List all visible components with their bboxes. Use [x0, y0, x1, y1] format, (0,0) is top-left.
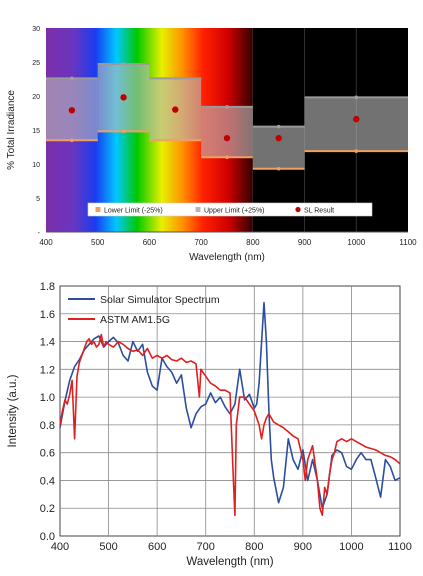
x-tick-label: 400 — [39, 238, 53, 247]
x-tick-label: 1100 — [399, 238, 417, 247]
y-tick-label: 20 — [32, 94, 40, 101]
solar-simulator-series-line — [59, 301, 401, 509]
x-tick-label: 800 — [246, 238, 260, 247]
x-tick-label: 1000 — [347, 238, 365, 247]
legend: Lower Limit (-25%) Upper Limit (+25%) SL R… — [87, 202, 373, 217]
tolerance-band — [252, 126, 305, 169]
legend-label: Lower Limit (-25%) — [104, 207, 163, 214]
x-tick-label: 900 — [294, 541, 312, 553]
sl-result-point — [120, 94, 127, 101]
x-tick-label: 1000 — [339, 541, 363, 553]
lower-limit-marker — [225, 155, 229, 159]
x-tick-label: 900 — [298, 238, 312, 247]
legend-box — [87, 202, 373, 217]
tolerance-band — [201, 106, 253, 158]
sl-result-point — [353, 115, 360, 123]
x-tick-label: 800 — [245, 541, 263, 553]
lower-limit-marker — [173, 138, 178, 142]
sl-result-point — [68, 107, 76, 114]
legend-marker — [95, 207, 101, 212]
y-tick-label: 1.6 — [40, 309, 55, 321]
y-tick-label: 1.4 — [40, 337, 55, 349]
y-axis-title: % Total Irradiance — [6, 90, 17, 170]
legend-marker — [295, 206, 301, 213]
irradiance-bar-chart: - 5 10 15 20 25 30 400 500 600 700 800 900 1000 1100 Wa… — [6, 26, 417, 263]
lower-limit-marker — [70, 138, 74, 142]
x-tick-label: 400 — [51, 541, 69, 553]
y-tick-label: 1.0 — [40, 392, 55, 404]
legend-label: SL Result — [304, 207, 334, 214]
legend-label: Solar Simulator Spectrum — [100, 294, 220, 306]
y-tick-label: 0.2 — [40, 503, 55, 515]
sl-result-point — [223, 134, 231, 142]
y-tick-label: 1.2 — [40, 364, 55, 376]
upper-limit-marker — [354, 95, 359, 100]
y-tick-label: 1.8 — [40, 281, 55, 293]
x-tick-label: 700 — [194, 238, 208, 247]
y-tick-label: 0.0 — [40, 531, 55, 543]
x-tick-label: 600 — [143, 238, 157, 247]
y-axis-title: Intensity (a.u.) — [7, 374, 19, 447]
upper-limit-marker — [173, 76, 178, 81]
legend: Solar Simulator Spectrum ASTM AM1.5G — [68, 294, 220, 326]
sl-result-point — [172, 106, 179, 113]
legend-label: ASTM AM1.5G — [100, 314, 170, 326]
upper-limit-marker — [276, 124, 281, 129]
y-tick-label: 30 — [32, 26, 40, 33]
y-tick-label: 0.4 — [40, 475, 55, 487]
x-tick-label: 700 — [197, 541, 215, 553]
y-tick-label: 15 — [32, 128, 40, 135]
y-tick-label: 0.6 — [40, 448, 55, 460]
y-tick-label: 5 — [36, 196, 40, 203]
lower-limit-marker — [276, 166, 281, 171]
y-tick-label: 10 — [32, 162, 40, 169]
spectrum-line-chart: 400 500 600 700 800 900 1000 1100 0.0 0.2 0.4 0.6 0.… — [7, 281, 412, 568]
x-tick-label: 600 — [148, 541, 166, 553]
y-tick-label: 25 — [32, 60, 40, 67]
tolerance-band — [304, 97, 408, 152]
lower-limit-marker — [121, 129, 126, 134]
legend-label: Upper Limit (+25%) — [204, 207, 265, 214]
x-tick-label: 1100 — [388, 541, 412, 553]
x-axis-title: Wavelength (nm) — [189, 252, 265, 263]
astm-am15g-series-line — [59, 333, 401, 516]
upper-limit-marker — [225, 105, 229, 109]
x-axis-title: Wavelength (nm) — [186, 556, 273, 568]
sl-result-point — [275, 134, 282, 142]
y-tick-label: - — [38, 230, 41, 237]
upper-limit-marker — [121, 62, 126, 66]
upper-limit-marker — [70, 76, 74, 81]
legend-marker — [195, 207, 201, 212]
lower-limit-marker — [354, 149, 359, 153]
x-tick-label: 500 — [99, 541, 117, 553]
x-tick-label: 500 — [91, 238, 105, 247]
y-tick-label: 0.8 — [40, 420, 55, 432]
